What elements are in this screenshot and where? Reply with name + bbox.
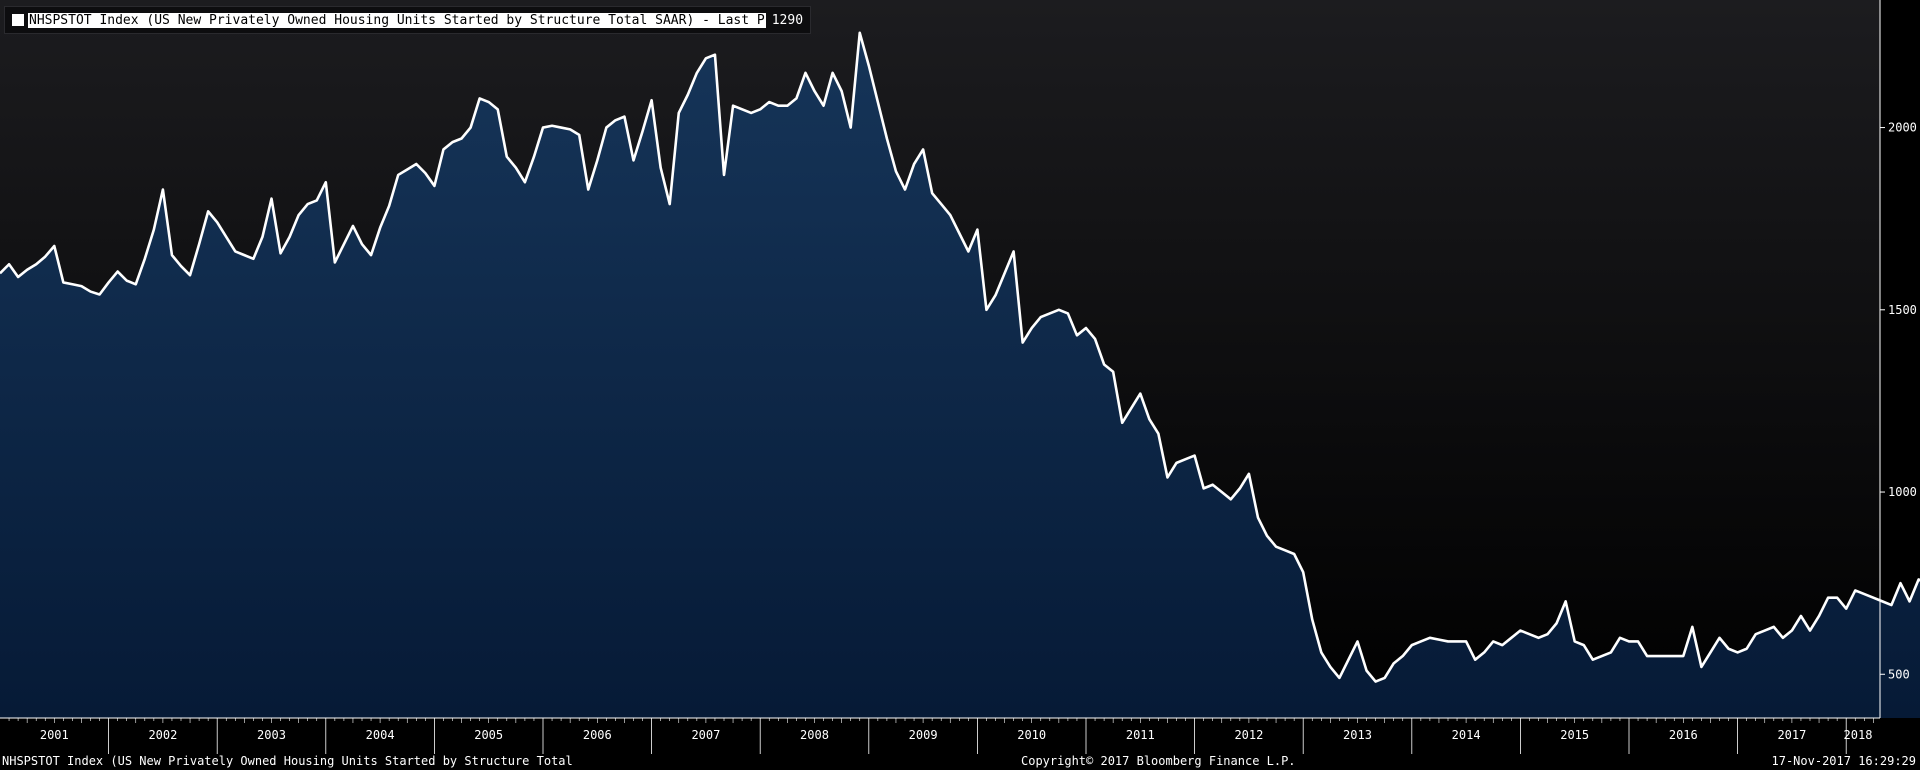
x-tick-label: 2014 [1452,728,1481,742]
y-tick-label: 1000 [1888,485,1917,499]
series-line [0,31,1920,683]
x-tick-label: 2017 [1777,728,1806,742]
legend[interactable]: NHSPSTOT Index (US New Privately Owned H… [4,6,812,34]
x-tick-label: 2010 [1017,728,1046,742]
x-tick-label: 2009 [909,728,938,742]
x-tick-label: 2004 [366,728,395,742]
x-tick-label: 2001 [40,728,69,742]
series-area [0,32,1920,718]
y-tick-label: 500 [1888,667,1910,681]
x-tick-label: 2002 [148,728,177,742]
x-tick-label: 2008 [800,728,829,742]
y-tick-label: 2000 [1888,121,1917,135]
x-tick-label: 2007 [691,728,720,742]
footer-timestamp: 17-Nov-2017 16:29:29 [1771,754,1917,768]
x-tick-label: 2016 [1669,728,1698,742]
legend-swatch[interactable] [12,14,24,26]
legend-last-value: 1290 [771,12,804,28]
x-tick-label: 2018 [1844,728,1873,742]
footer-security-description: NHSPSTOT Index (US New Privately Owned H… [2,754,573,768]
y-tick-label: 1500 [1888,303,1917,317]
x-tick-label: 2011 [1126,728,1155,742]
x-tick-label: 2005 [474,728,503,742]
x-tick-label: 2015 [1560,728,1589,742]
legend-label: NHSPSTOT Index (US New Privately Owned H… [28,12,766,28]
footer-copyright: Copyright© 2017 Bloomberg Finance L.P. [1021,754,1296,768]
x-tick-label: 2013 [1343,728,1372,742]
x-tick-label: 2006 [583,728,612,742]
axis-ticks: 500 1000 1500 2000 2001 2002 2003 2004 2005 2006 2… [8,121,1917,754]
x-tick-label: 2012 [1234,728,1263,742]
x-tick-label: 2003 [257,728,286,742]
